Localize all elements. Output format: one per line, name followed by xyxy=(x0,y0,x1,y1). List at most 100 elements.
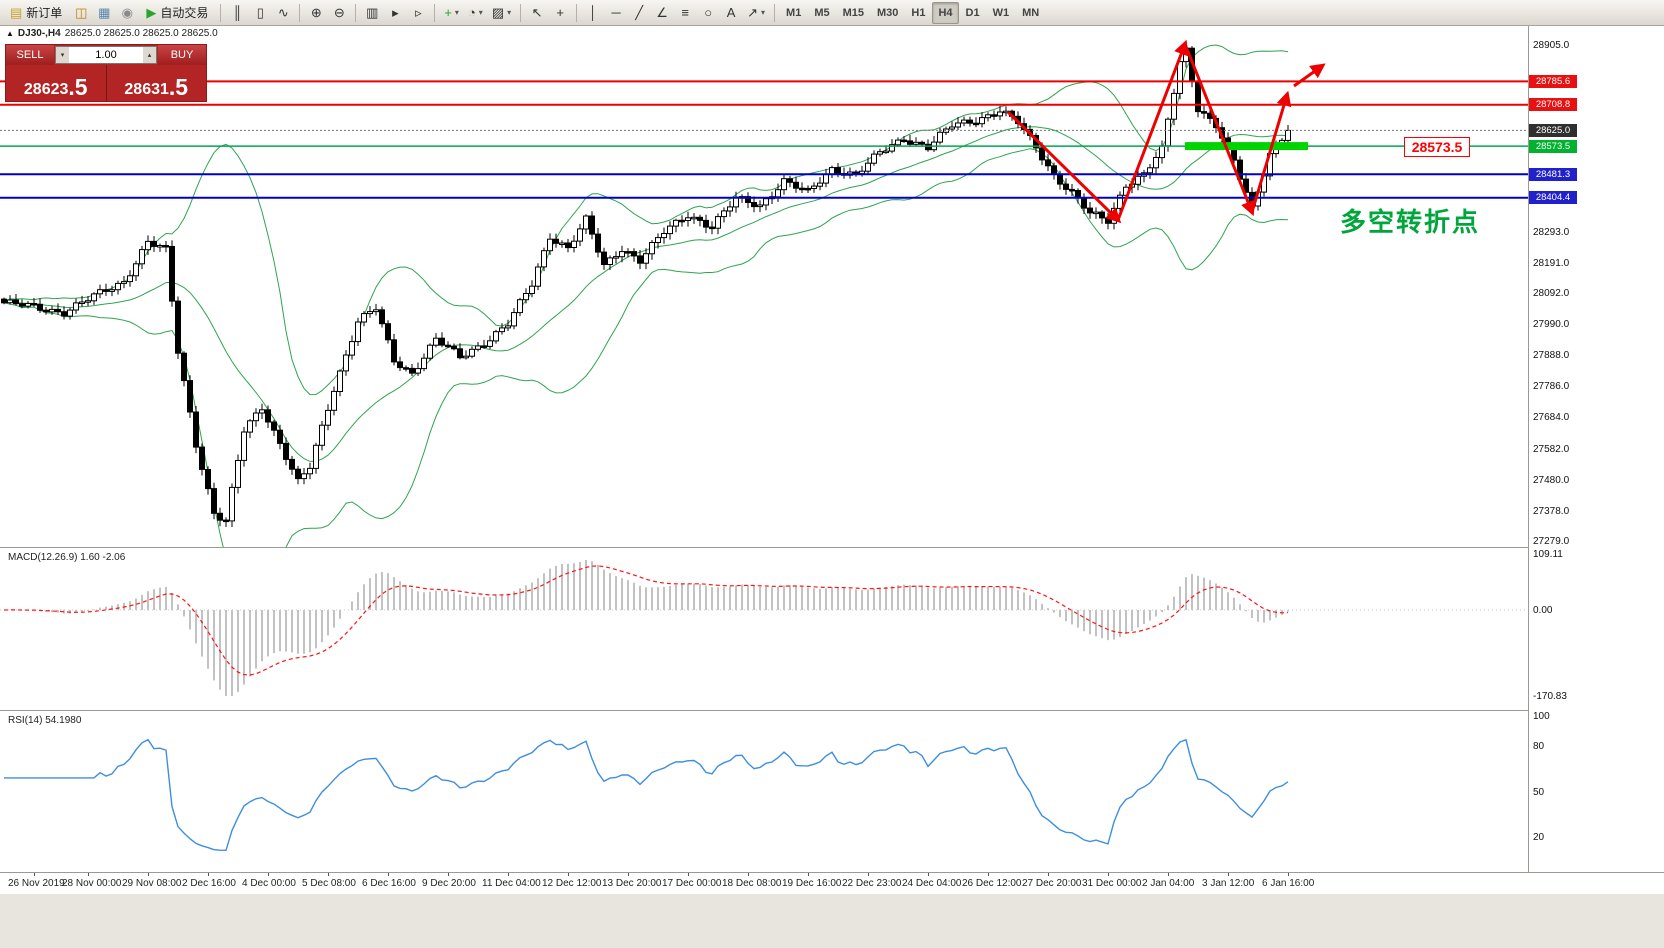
periods-icon: ◔ xyxy=(467,5,476,20)
trendline-button[interactable]: ╱ xyxy=(628,2,650,24)
vertical-line-button[interactable]: │ xyxy=(582,2,604,24)
cursor-button[interactable]: ↖ xyxy=(526,2,548,24)
shapes-icon: ○ xyxy=(704,5,713,20)
time-tick-label: 2 Dec 16:00 xyxy=(182,878,236,889)
price-tick-label: 27684.0 xyxy=(1533,412,1570,423)
time-tick xyxy=(328,873,329,876)
time-tick xyxy=(928,873,929,876)
text-button[interactable]: A xyxy=(720,2,742,24)
volume-up-button[interactable]: ▴ xyxy=(143,47,156,63)
toolbar-separator xyxy=(774,3,776,22)
macd-panel[interactable] xyxy=(0,548,1528,710)
candlestick-chart-button[interactable]: ▯ xyxy=(249,2,271,24)
time-tick-label: 17 Dec 00:00 xyxy=(662,878,722,889)
price-level-tag: 28481.3 xyxy=(1529,168,1577,181)
templates-icon: ▨ xyxy=(491,5,505,20)
buy-price-pips: .5 xyxy=(168,74,189,101)
market-watch-button[interactable]: ◫ xyxy=(70,2,92,24)
toolbar-separator xyxy=(355,3,357,22)
horizontal-line-button[interactable]: ─ xyxy=(605,2,627,24)
fibonacci-icon: ≡ xyxy=(681,5,689,20)
panel-separator[interactable] xyxy=(0,710,1664,711)
zoom-in-button[interactable]: ⊕ xyxy=(305,2,327,24)
time-tick xyxy=(1048,873,1049,876)
timeframe-h4-button[interactable]: H4 xyxy=(932,1,959,24)
cursor-icon: ↖ xyxy=(531,5,543,20)
timeframe-m5-button[interactable]: M5 xyxy=(814,6,830,19)
time-tick-label: 9 Dec 20:00 xyxy=(422,878,476,889)
timeframe-m30-button[interactable]: M30 xyxy=(877,6,899,19)
timeframe-d1-button[interactable]: D1 xyxy=(965,6,980,19)
angle-trend-button[interactable]: ∠ xyxy=(651,2,673,24)
time-tick xyxy=(1108,873,1109,876)
alerts-button[interactable]: ◉ xyxy=(116,2,138,24)
volume-value[interactable]: 1.00 xyxy=(95,49,117,61)
crosshair-button[interactable]: + xyxy=(549,2,571,24)
buy-button[interactable]: BUY xyxy=(158,45,206,65)
time-tick-label: 6 Jan 16:00 xyxy=(1262,878,1315,889)
axis-separator xyxy=(1528,26,1529,872)
tile-windows-button[interactable]: ▥ xyxy=(361,2,383,24)
toolbar-separator xyxy=(576,3,578,22)
alerts-icon: ◉ xyxy=(121,5,133,20)
panel-separator[interactable] xyxy=(0,547,1664,548)
price-axis[interactable]: 28905.0 28293.0 28191.0 28092.0 27990.0 27888… xyxy=(1529,26,1664,872)
templates-button[interactable]: ▨ ▾ xyxy=(488,2,515,24)
arrows-button[interactable]: ↗ ▾ xyxy=(743,2,769,24)
volume-down-button[interactable]: ▾ xyxy=(56,47,69,63)
time-tick-label: 26 Dec 12:00 xyxy=(962,878,1022,889)
time-tick xyxy=(1168,873,1169,876)
time-tick xyxy=(808,873,809,876)
sell-price[interactable]: 28623.5 xyxy=(6,65,106,101)
chart-shift-button[interactable]: ▹ xyxy=(407,2,429,24)
auto-scroll-button[interactable]: ▸ xyxy=(384,2,406,24)
time-tick xyxy=(1288,873,1289,876)
timeframe-m15-button[interactable]: M15 xyxy=(842,6,865,19)
timeframe-h1-button[interactable]: H1 xyxy=(911,6,926,19)
time-tick-label: 19 Dec 16:00 xyxy=(782,878,842,889)
trendline-icon: ╱ xyxy=(635,5,644,20)
line-chart-button[interactable]: ∿ xyxy=(272,2,294,24)
time-tick xyxy=(34,873,35,876)
time-tick xyxy=(268,873,269,876)
time-tick xyxy=(628,873,629,876)
periods-button[interactable]: ◔ ▾ xyxy=(464,2,487,24)
bollinger-bands xyxy=(3,44,1289,547)
navigator-button[interactable]: ▦ xyxy=(93,2,115,24)
macd-label: MACD(12.26.9) 1.60 -2.06 xyxy=(8,552,126,563)
level-lines[interactable] xyxy=(0,80,1528,199)
green-highlight-segment xyxy=(1185,142,1308,151)
time-tick-label: 3 Jan 12:00 xyxy=(1202,878,1255,889)
zoom-out-button[interactable]: ⊖ xyxy=(328,2,350,24)
bar-chart-button[interactable]: ║ xyxy=(226,2,248,24)
trend-arrows[interactable] xyxy=(1006,39,1326,224)
time-axis[interactable]: 26 Nov 2019 28 Nov 00:00 29 Nov 08:00 2 Dec… xyxy=(0,873,1664,894)
price-chart[interactable] xyxy=(0,26,1528,547)
zoom-out-icon: ⊖ xyxy=(333,5,345,20)
price-level-tag: 28785.6 xyxy=(1529,75,1577,88)
time-tick-label: 6 Dec 16:00 xyxy=(362,878,416,889)
sell-button[interactable]: SELL xyxy=(6,45,54,65)
time-tick-label: 2 Jan 04:00 xyxy=(1142,878,1195,889)
buy-price[interactable]: 28631.5 xyxy=(105,65,207,101)
candlestick-chart-icon: ▯ xyxy=(256,5,264,20)
price-tick-label: 27990.0 xyxy=(1533,319,1570,330)
fibonacci-button[interactable]: ≡ xyxy=(674,2,696,24)
timeframe-mn-button[interactable]: MN xyxy=(1022,6,1040,19)
timeframe-w1-button[interactable]: W1 xyxy=(992,6,1010,19)
arrows-icon: ↗ xyxy=(747,5,759,20)
time-tick-label: 29 Nov 08:00 xyxy=(122,878,182,889)
one-click-toggle-icon[interactable]: ▲ xyxy=(6,29,14,38)
timeframe-m1-button[interactable]: M1 xyxy=(786,6,802,19)
new-order-button[interactable]: ▤ 新订单 xyxy=(3,2,69,24)
indicators-button[interactable]: + ▾ xyxy=(440,2,463,24)
rsi-panel[interactable] xyxy=(0,711,1528,872)
caret-down-icon: ▾ xyxy=(454,8,459,17)
volume-stepper[interactable]: ▾ 1.00 ▴ xyxy=(55,46,157,64)
auto-trading-button[interactable]: ▶ 自动交易 xyxy=(139,2,215,24)
price-tick-label: 28092.0 xyxy=(1533,288,1570,299)
rsi-line xyxy=(4,738,1289,852)
shapes-button[interactable]: ○ xyxy=(697,2,719,24)
time-tick-label: 5 Dec 08:00 xyxy=(302,878,356,889)
